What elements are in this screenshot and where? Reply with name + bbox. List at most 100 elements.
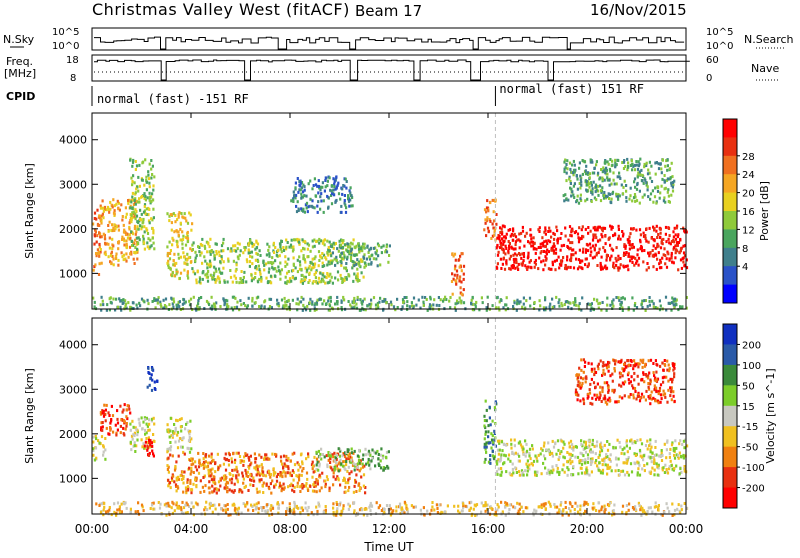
power-range-cell bbox=[245, 280, 247, 283]
velocity-range-cell bbox=[316, 458, 318, 461]
velocity-range-cell bbox=[318, 450, 320, 453]
power-range-cell bbox=[139, 238, 141, 241]
velocity-range-cell bbox=[489, 454, 491, 457]
velocity-range-cell bbox=[338, 478, 340, 481]
velocity-range-cell bbox=[540, 447, 542, 450]
power-colorbar-swatch bbox=[723, 137, 737, 156]
velocity-range-cell bbox=[141, 416, 143, 419]
velocity-range-cell bbox=[217, 453, 219, 456]
velocity-range-cell bbox=[617, 439, 619, 442]
power-range-cell bbox=[94, 234, 96, 237]
power-range-cell bbox=[222, 249, 224, 252]
power-range-cell bbox=[558, 305, 560, 308]
power-range-cell bbox=[171, 243, 173, 246]
power-range-cell bbox=[463, 288, 465, 291]
power-range-cell bbox=[592, 256, 594, 259]
power-range-cell bbox=[328, 260, 330, 263]
velocity-range-cell bbox=[580, 358, 582, 361]
power-range-cell bbox=[93, 243, 95, 246]
power-range-cell bbox=[617, 198, 619, 201]
power-range-cell bbox=[227, 260, 229, 263]
power-range-cell bbox=[136, 258, 138, 261]
power-range-cell bbox=[331, 245, 333, 248]
velocity-range-cell bbox=[680, 455, 682, 458]
velocity-range-cell bbox=[359, 489, 361, 492]
freq-panel bbox=[92, 55, 690, 81]
velocity-range-cell bbox=[599, 396, 601, 399]
power-range-cell bbox=[631, 168, 633, 171]
power-range-cell bbox=[131, 183, 133, 186]
power-range-cell bbox=[139, 209, 141, 212]
power-range-cell bbox=[318, 238, 320, 241]
power-range-cell bbox=[321, 302, 323, 305]
velocity-range-cell bbox=[522, 448, 524, 451]
power-range-cell bbox=[100, 248, 102, 251]
power-range-cell bbox=[299, 260, 301, 263]
power-range-cell bbox=[303, 185, 305, 188]
velocity-range-cell bbox=[338, 447, 340, 450]
power-range-cell bbox=[594, 234, 596, 237]
velocity-range-cell bbox=[255, 468, 257, 471]
velocity-range-cell bbox=[105, 409, 107, 412]
power-range-cell bbox=[608, 192, 610, 195]
power-range-cell bbox=[249, 260, 251, 263]
power-range-cell bbox=[181, 215, 183, 218]
power-range-cell bbox=[606, 256, 608, 259]
power-range-cell bbox=[622, 186, 624, 189]
power-range-cell bbox=[184, 212, 186, 215]
velocity-range-cell bbox=[669, 394, 671, 397]
velocity-range-cell bbox=[619, 395, 621, 398]
velocity-range-cell bbox=[649, 379, 651, 382]
power-range-cell bbox=[344, 199, 346, 202]
velocity-range-cell bbox=[175, 460, 177, 463]
velocity-range-cell bbox=[577, 472, 579, 475]
velocity-range-cell bbox=[519, 474, 521, 477]
power-range-cell bbox=[302, 298, 304, 301]
power-range-cell bbox=[667, 164, 669, 167]
velocity-range-cell bbox=[211, 460, 213, 463]
velocity-range-cell bbox=[524, 439, 526, 442]
velocity-range-cell bbox=[333, 452, 335, 455]
power-range-cell bbox=[284, 261, 286, 264]
velocity-range-cell bbox=[167, 484, 169, 487]
power-range-cell bbox=[670, 194, 672, 197]
velocity-range-cell bbox=[376, 501, 378, 504]
power-range-cell bbox=[496, 244, 498, 247]
velocity-range-cell bbox=[348, 455, 350, 458]
velocity-range-cell bbox=[371, 457, 373, 460]
velocity-range-cell bbox=[590, 463, 592, 466]
power-range-cell bbox=[126, 213, 128, 216]
velocity-range-cell bbox=[518, 455, 520, 458]
power-range-cell bbox=[222, 242, 224, 245]
power-range-cell bbox=[460, 300, 462, 303]
velocity-range-cell bbox=[307, 489, 309, 492]
power-range-cell bbox=[653, 305, 655, 308]
velocity-range-cell bbox=[357, 466, 359, 469]
power-range-cell bbox=[136, 164, 138, 167]
velocity-range-cell bbox=[502, 462, 504, 465]
power-range-cell bbox=[115, 257, 117, 260]
power-range-cell bbox=[539, 299, 541, 302]
power-range-cell bbox=[581, 296, 583, 299]
power-range-cell bbox=[180, 212, 182, 215]
cpid-segment-1: normal (fast) -151 RF bbox=[97, 92, 249, 106]
power-range-cell bbox=[665, 296, 667, 299]
power-range-cell bbox=[342, 278, 344, 281]
power-range-cell bbox=[259, 273, 261, 276]
velocity-range-cell bbox=[505, 444, 507, 447]
velocity-range-cell bbox=[486, 419, 488, 422]
power-range-cell bbox=[236, 281, 238, 284]
velocity-range-cell bbox=[655, 390, 657, 393]
power-range-cell bbox=[539, 304, 541, 307]
power-range-cell bbox=[368, 251, 370, 254]
velocity-range-cell bbox=[395, 505, 397, 508]
power-range-cell bbox=[614, 159, 616, 162]
power-range-cell bbox=[186, 237, 188, 240]
power-range-cell bbox=[255, 259, 257, 262]
velocity-range-cell bbox=[642, 366, 644, 369]
power-range-cell bbox=[210, 253, 212, 256]
power-range-cell bbox=[297, 259, 299, 262]
power-range-cell bbox=[560, 302, 562, 305]
power-range-cell bbox=[95, 231, 97, 234]
power-range-cell bbox=[524, 235, 526, 238]
